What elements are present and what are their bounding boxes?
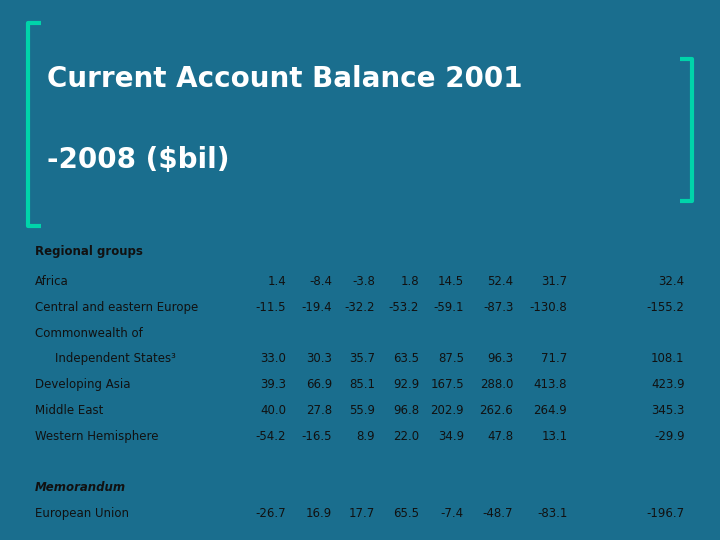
Text: 8.9: 8.9 (356, 430, 375, 443)
Text: -83.1: -83.1 (537, 507, 567, 520)
Text: 96.8: 96.8 (393, 404, 419, 417)
Text: 16.9: 16.9 (306, 507, 332, 520)
Text: 87.5: 87.5 (438, 353, 464, 366)
Text: 22.0: 22.0 (393, 430, 419, 443)
Text: Commonwealth of: Commonwealth of (35, 327, 143, 340)
Text: -26.7: -26.7 (256, 507, 286, 520)
Text: 27.8: 27.8 (306, 404, 332, 417)
Text: 262.6: 262.6 (480, 404, 513, 417)
Text: 32.4: 32.4 (659, 275, 685, 288)
Text: 1.4: 1.4 (267, 275, 286, 288)
Text: 288.0: 288.0 (480, 378, 513, 391)
Text: -29.9: -29.9 (654, 430, 685, 443)
Text: 34.9: 34.9 (438, 430, 464, 443)
Text: Western Hemisphere: Western Hemisphere (35, 430, 158, 443)
Text: 413.8: 413.8 (534, 378, 567, 391)
Text: -32.2: -32.2 (344, 301, 375, 314)
Text: Middle East: Middle East (35, 404, 104, 417)
Text: 1.8: 1.8 (400, 275, 419, 288)
Text: Regional groups: Regional groups (35, 245, 143, 259)
Text: 13.1: 13.1 (541, 430, 567, 443)
Text: 14.5: 14.5 (438, 275, 464, 288)
Text: -2008 ($bil): -2008 ($bil) (47, 146, 229, 174)
Text: -59.1: -59.1 (433, 301, 464, 314)
Text: 92.9: 92.9 (393, 378, 419, 391)
Text: -155.2: -155.2 (647, 301, 685, 314)
Text: -196.7: -196.7 (647, 507, 685, 520)
Text: 71.7: 71.7 (541, 353, 567, 366)
Text: 96.3: 96.3 (487, 353, 513, 366)
Text: European Union: European Union (35, 507, 129, 520)
Text: 66.9: 66.9 (306, 378, 332, 391)
Text: -87.3: -87.3 (483, 301, 513, 314)
Text: -19.4: -19.4 (302, 301, 332, 314)
Text: Central and eastern Europe: Central and eastern Europe (35, 301, 198, 314)
Text: 40.0: 40.0 (260, 404, 286, 417)
Text: Current Account Balance 2001: Current Account Balance 2001 (47, 65, 522, 93)
Text: Independent States³: Independent States³ (55, 353, 176, 366)
Text: -53.2: -53.2 (389, 301, 419, 314)
Text: 345.3: 345.3 (651, 404, 685, 417)
Text: 423.9: 423.9 (651, 378, 685, 391)
Text: Memorandum: Memorandum (35, 481, 126, 494)
Text: 167.5: 167.5 (431, 378, 464, 391)
Text: 47.8: 47.8 (487, 430, 513, 443)
Text: -16.5: -16.5 (302, 430, 332, 443)
Text: 17.7: 17.7 (348, 507, 375, 520)
Text: Africa: Africa (35, 275, 69, 288)
Text: 63.5: 63.5 (393, 353, 419, 366)
Text: -54.2: -54.2 (256, 430, 286, 443)
Text: 35.7: 35.7 (349, 353, 375, 366)
Text: -8.4: -8.4 (309, 275, 332, 288)
Text: -11.5: -11.5 (256, 301, 286, 314)
Text: 264.9: 264.9 (534, 404, 567, 417)
Text: 202.9: 202.9 (431, 404, 464, 417)
Text: -3.8: -3.8 (352, 275, 375, 288)
Text: 52.4: 52.4 (487, 275, 513, 288)
Text: 65.5: 65.5 (393, 507, 419, 520)
Text: 30.3: 30.3 (306, 353, 332, 366)
Text: 108.1: 108.1 (651, 353, 685, 366)
Text: Developing Asia: Developing Asia (35, 378, 130, 391)
Text: -48.7: -48.7 (483, 507, 513, 520)
Text: 33.0: 33.0 (260, 353, 286, 366)
Text: 31.7: 31.7 (541, 275, 567, 288)
Text: -130.8: -130.8 (530, 301, 567, 314)
Text: 55.9: 55.9 (349, 404, 375, 417)
Text: 85.1: 85.1 (349, 378, 375, 391)
Text: -7.4: -7.4 (441, 507, 464, 520)
Text: 39.3: 39.3 (260, 378, 286, 391)
